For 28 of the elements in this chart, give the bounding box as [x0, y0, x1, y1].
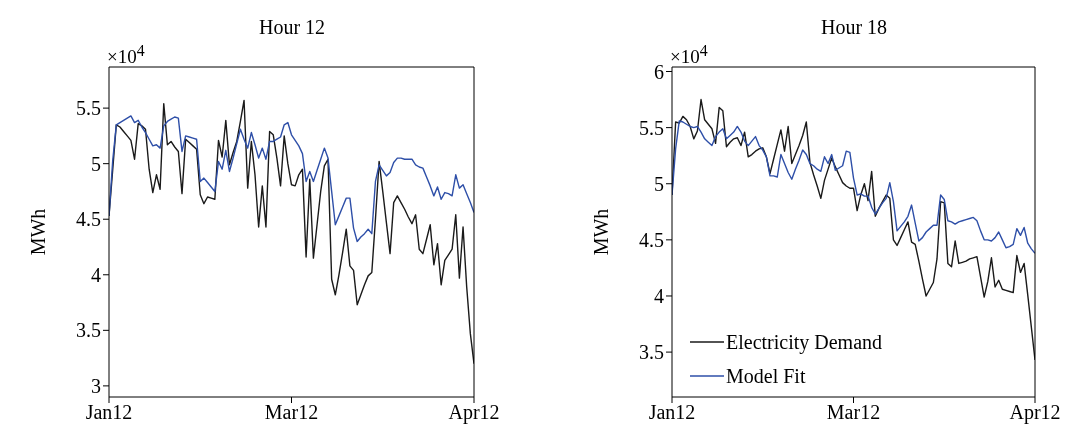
y-tick-label: 3.5 [76, 319, 101, 342]
y-tick-label: 4.5 [639, 228, 664, 251]
legend-label: Electricity Demand [726, 330, 883, 356]
y-tick-label: 4.5 [76, 208, 101, 231]
y-tick-label: 6 [654, 60, 664, 83]
chart-title: Hour 12 [257, 16, 327, 39]
annotation: ×10$^{4}$ [107, 41, 145, 69]
y-tick-label: 4 [654, 285, 664, 308]
x-tick-label: Apr12 [448, 401, 500, 425]
x-tick-label: Mar12 [826, 401, 881, 424]
y-tick-label: 5.5 [639, 116, 664, 139]
y-axis-title: MWh [27, 208, 50, 256]
y-tick-label: 4 [91, 263, 101, 286]
y-tick-label: 5.5 [76, 97, 101, 120]
chart-title: Hour 18 [819, 16, 889, 39]
y-tick-label: 5 [654, 172, 664, 195]
y-tick-label: 3 [91, 374, 101, 397]
y-axis-title: MWh [590, 208, 613, 256]
y-tick-label: 5 [91, 152, 101, 175]
x-tick-label: Mar12 [264, 401, 319, 424]
annotation: ×10$^{4}$ [670, 41, 708, 69]
x-tick-label: Jan12 [648, 401, 696, 424]
x-tick-label: Jan12 [85, 401, 133, 424]
x-tick-label: Apr12 [1009, 401, 1061, 425]
line-series [109, 115, 474, 243]
line-series [672, 120, 1035, 255]
legend-label: Model Fit [726, 364, 806, 389]
y-tick-label: 3.5 [639, 341, 664, 364]
